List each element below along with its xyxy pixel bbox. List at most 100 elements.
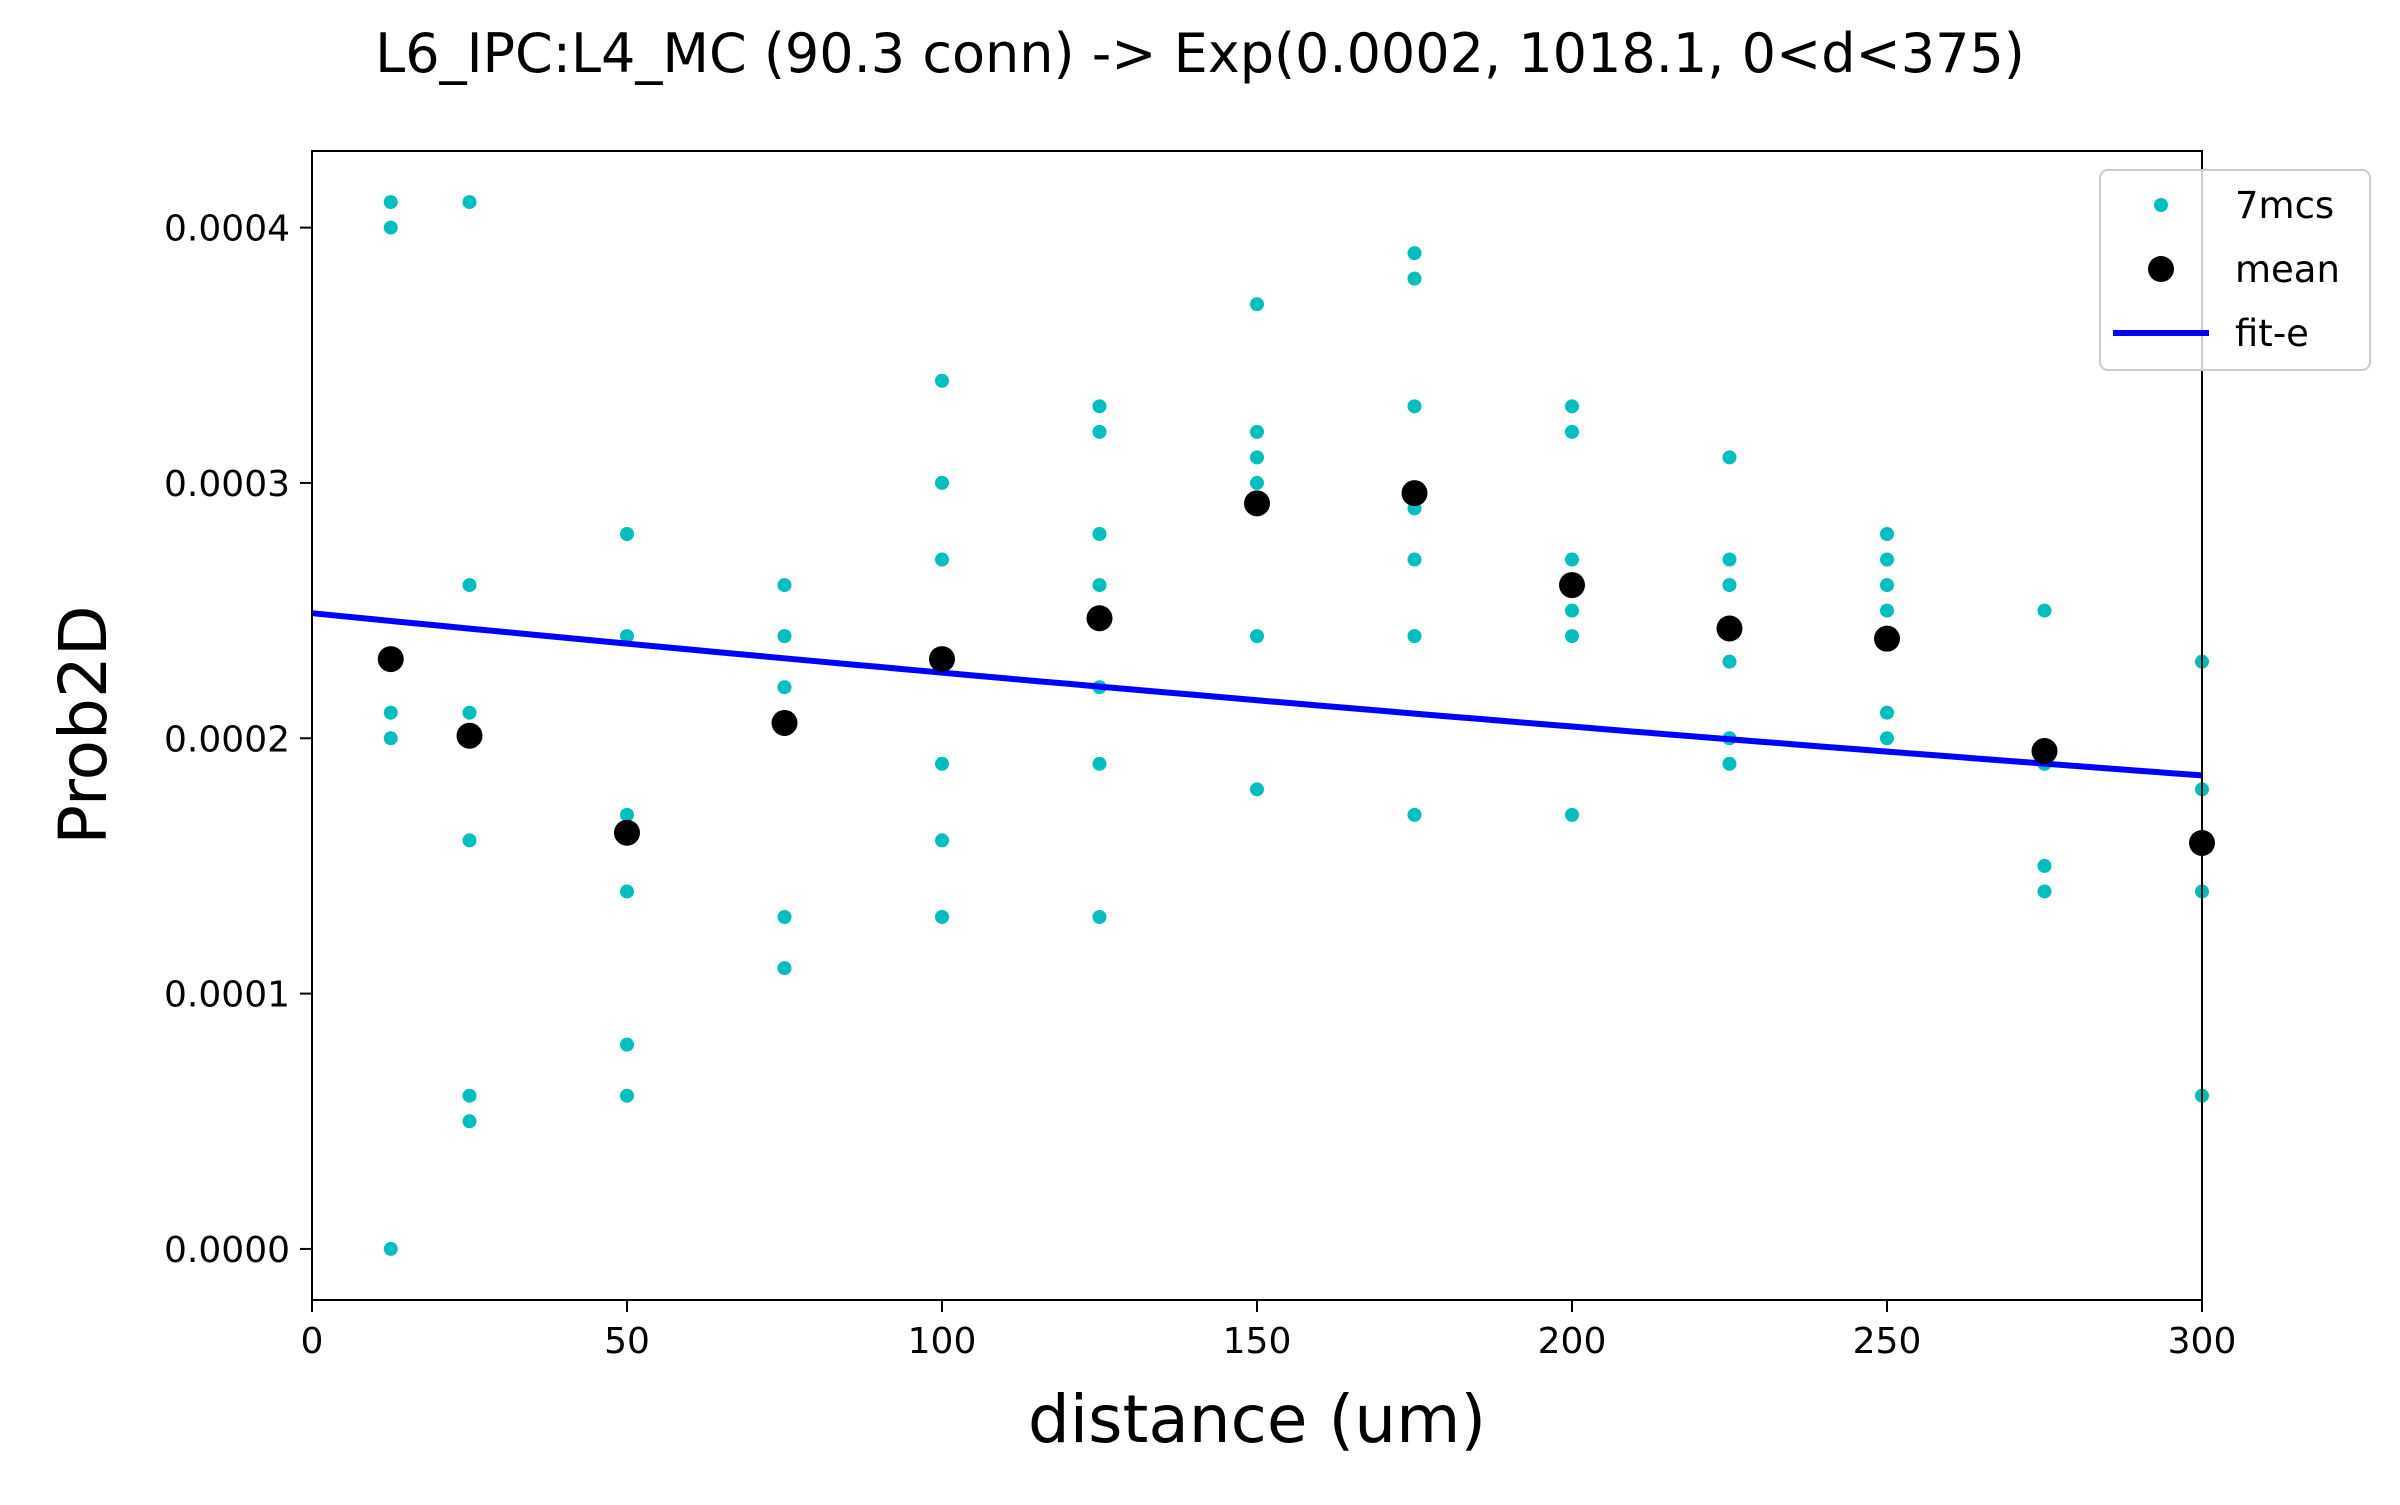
- data-point-7mcs: [1565, 629, 1579, 644]
- data-point-mean: [1874, 625, 1900, 652]
- data-point-7mcs: [1407, 246, 1422, 261]
- data-marks: [311, 195, 2215, 1256]
- axis-ticks: 0 50 100 150 200 250 300 0.0000 0.0001 0.0002 0.00…: [164, 209, 2236, 1362]
- data-point-7mcs: [935, 552, 949, 567]
- data-point-7mcs: [777, 961, 792, 976]
- data-point-7mcs: [1250, 475, 1264, 490]
- data-point-7mcs: [383, 705, 398, 720]
- data-point-7mcs: [935, 910, 949, 924]
- y-tick-label: 0.0004: [164, 209, 290, 250]
- data-point-mean: [614, 819, 640, 846]
- x-tick-label: 250: [1853, 1321, 1922, 1362]
- legend: 7mcs mean fit-e: [2099, 169, 2371, 371]
- x-axis-label: distance (um): [1028, 1381, 1486, 1458]
- fit-e-line: [311, 610, 2203, 779]
- data-point-7mcs: [1722, 578, 1737, 593]
- data-point-mean: [1559, 572, 1585, 599]
- data-point-7mcs: [2037, 603, 2052, 618]
- y-tick-label: 0.0003: [164, 464, 290, 505]
- data-point-mean: [1401, 480, 1428, 507]
- data-point-7mcs: [1880, 552, 1894, 567]
- data-point-7mcs: [1565, 424, 1579, 439]
- data-point-mean: [1716, 615, 1743, 642]
- data-point-7mcs: [1407, 271, 1422, 286]
- data-point-7mcs: [620, 807, 634, 822]
- legend-marker-7mcs: [2154, 198, 2168, 212]
- data-point-7mcs: [620, 884, 634, 899]
- data-point-7mcs: [1250, 629, 1264, 644]
- data-point-7mcs: [777, 910, 792, 924]
- data-point-7mcs: [1565, 552, 1579, 567]
- data-point-7mcs: [935, 756, 949, 771]
- legend-marker-mean: [2148, 256, 2174, 282]
- data-point-mean: [771, 709, 798, 736]
- x-tick-label: 50: [604, 1321, 650, 1362]
- legend-box: [2099, 169, 2371, 371]
- legend-label-fit-e: fit-e: [2235, 312, 2309, 355]
- data-point-7mcs: [1250, 782, 1264, 797]
- legend-label-7mcs: 7mcs: [2235, 184, 2334, 227]
- data-point-7mcs: [1092, 910, 1107, 924]
- data-point-7mcs: [462, 705, 477, 720]
- data-point-7mcs: [1092, 424, 1107, 439]
- data-point-7mcs: [383, 1241, 398, 1256]
- data-point-7mcs: [462, 195, 477, 210]
- x-tick-label: 200: [1538, 1321, 1607, 1362]
- data-point-7mcs: [1565, 807, 1579, 822]
- data-point-7mcs: [1880, 527, 1894, 541]
- data-point-7mcs: [1092, 756, 1107, 771]
- data-point-mean: [929, 646, 955, 673]
- data-point-7mcs: [1880, 705, 1894, 720]
- data-point-7mcs: [1250, 424, 1264, 439]
- data-point-mean: [456, 722, 483, 749]
- data-point-7mcs: [1250, 450, 1264, 465]
- data-point-7mcs: [620, 527, 634, 541]
- data-point-7mcs: [383, 220, 398, 235]
- legend-label-mean: mean: [2235, 248, 2340, 291]
- data-point-7mcs: [1565, 603, 1579, 618]
- data-point-7mcs: [462, 578, 477, 593]
- data-point-7mcs: [777, 629, 792, 644]
- chart-title: L6_IPC:L4_MC (90.3 conn) -> Exp(0.0002, …: [375, 22, 2025, 85]
- data-point-7mcs: [1565, 399, 1579, 414]
- data-point-7mcs: [1092, 527, 1107, 541]
- data-point-7mcs: [1722, 756, 1737, 771]
- data-point-7mcs: [1092, 578, 1107, 593]
- data-point-7mcs: [1407, 807, 1422, 822]
- x-tick-label: 0: [301, 1321, 324, 1362]
- data-point-7mcs: [1722, 450, 1737, 465]
- data-point-7mcs: [1880, 603, 1894, 618]
- plot-area: [312, 151, 2202, 1300]
- data-point-7mcs: [462, 1088, 477, 1103]
- data-point-7mcs: [1250, 297, 1264, 312]
- data-point-mean: [2031, 738, 2058, 765]
- x-tick-label: 150: [1223, 1321, 1292, 1362]
- data-point-7mcs: [462, 833, 477, 848]
- data-point-7mcs: [2037, 884, 2052, 899]
- data-point-7mcs: [935, 475, 949, 490]
- data-point-7mcs: [462, 1114, 477, 1129]
- y-tick-label: 0.0001: [164, 975, 290, 1016]
- x-tick-label: 300: [2168, 1321, 2237, 1362]
- data-point-7mcs: [935, 833, 949, 848]
- data-point-7mcs: [1407, 552, 1422, 567]
- data-point-7mcs: [1407, 629, 1422, 644]
- data-point-7mcs: [383, 195, 398, 210]
- x-tick-label: 100: [908, 1321, 977, 1362]
- data-point-7mcs: [1722, 552, 1737, 567]
- plot-frame: [311, 150, 2203, 1301]
- data-point-7mcs: [1880, 731, 1894, 746]
- data-point-7mcs: [777, 578, 792, 593]
- data-point-7mcs: [620, 1037, 634, 1052]
- data-point-mean: [377, 646, 404, 673]
- data-point-7mcs: [1092, 399, 1107, 414]
- data-point-7mcs: [935, 373, 949, 388]
- data-point-7mcs: [1880, 578, 1894, 593]
- data-point-7mcs: [777, 680, 792, 695]
- data-point-7mcs: [620, 1088, 634, 1103]
- data-point-7mcs: [620, 629, 634, 644]
- y-tick-label: 0.0002: [164, 719, 290, 760]
- data-point-7mcs: [2037, 858, 2052, 873]
